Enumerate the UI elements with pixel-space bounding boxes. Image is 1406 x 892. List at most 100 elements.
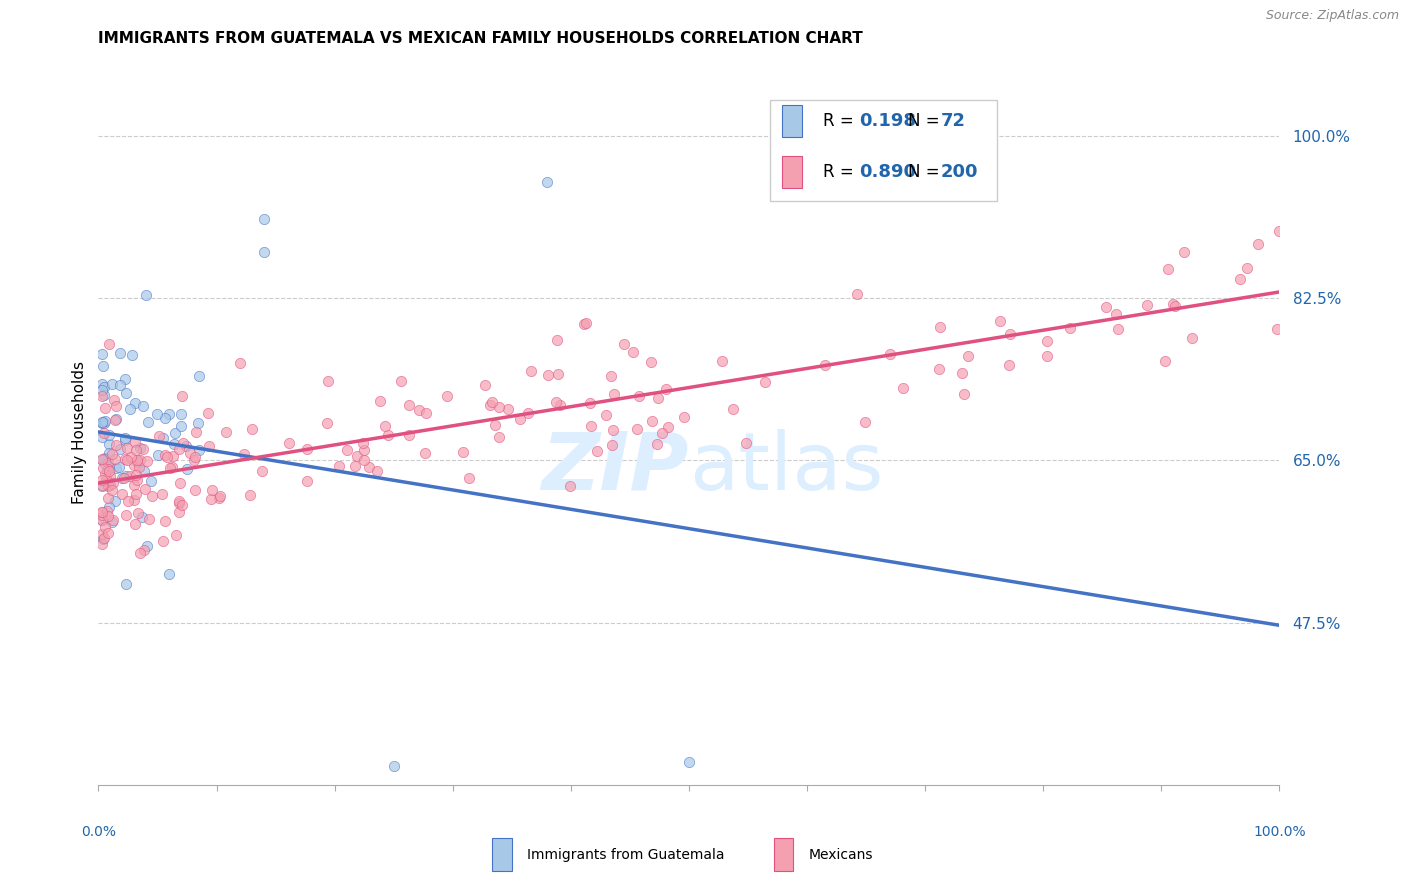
Point [457,471,479,485]
Point [174,439,197,453]
Point [112,471,135,485]
Point [250,464,273,478]
Point [1181,331,1204,345]
Text: 0.198: 0.198 [859,112,917,130]
Point [602,423,624,437]
Point [93,416,115,430]
Point [93,388,115,402]
Point [377,428,399,442]
Point [97,508,120,523]
Point [613,336,636,351]
Point [91,384,114,398]
Point [558,478,581,492]
Point [581,418,603,433]
Point [93,401,115,415]
Point [408,402,430,417]
Point [169,475,191,490]
Point [710,353,733,368]
Point [240,422,263,436]
Point [146,408,169,422]
Point [297,442,319,456]
Point [110,442,132,456]
Point [128,460,150,475]
Point [1107,322,1129,336]
Point [103,392,125,407]
Point [91,461,114,475]
Point [97,479,120,493]
Point [208,491,231,505]
Point [122,493,145,508]
Point [114,431,136,445]
Point [105,400,128,414]
Point [537,368,560,382]
Point [187,442,209,457]
Point [928,361,950,376]
Text: R =: R = [823,112,859,130]
Point [96,477,118,491]
Point [115,453,138,467]
Point [94,458,117,472]
Point [127,506,149,520]
Point [157,567,180,582]
Point [98,478,121,492]
Point [128,441,150,455]
Point [91,417,114,431]
Point [574,318,596,332]
Point [1154,354,1177,368]
Point [105,412,128,426]
Point [115,441,138,455]
Point [370,394,392,409]
Point [415,406,437,420]
Point [1095,300,1118,314]
Point [93,415,115,429]
Point [1268,224,1291,238]
Point [114,508,136,522]
Point [484,418,506,433]
Point [114,468,136,483]
Point [950,366,973,380]
Point [91,513,114,527]
Point [115,576,138,591]
Text: Immigrants from Guatemala: Immigrants from Guatemala [527,847,724,862]
Point [131,510,153,524]
Point [1036,334,1059,348]
Point [353,443,375,458]
Point [134,482,156,496]
Point [1163,299,1185,313]
Point [94,414,117,428]
Point [117,493,139,508]
Point [138,512,160,526]
Point [91,508,114,522]
Text: Mexicans: Mexicans [808,847,873,862]
Point [548,398,571,412]
Point [94,467,117,481]
Point [928,319,950,334]
Point [120,450,142,465]
Point [599,369,621,384]
Point [474,378,496,392]
Point [413,446,436,460]
Point [131,442,153,456]
Point [389,374,412,388]
Point [134,542,156,557]
Point [516,406,538,420]
Point [93,532,115,546]
Point [97,500,120,514]
Point [91,513,114,527]
Point [93,520,115,534]
Point [136,539,159,553]
Point [98,428,121,442]
Point [579,396,602,410]
Point [152,533,174,548]
Text: ZIP: ZIP [541,429,689,507]
Point [94,451,117,466]
Point [353,452,375,467]
Point [655,382,678,396]
Point [891,381,914,395]
Point [233,447,256,461]
Point [104,452,127,467]
Point [186,425,208,440]
Point [103,514,125,528]
Point [453,445,475,459]
Point [129,453,152,467]
